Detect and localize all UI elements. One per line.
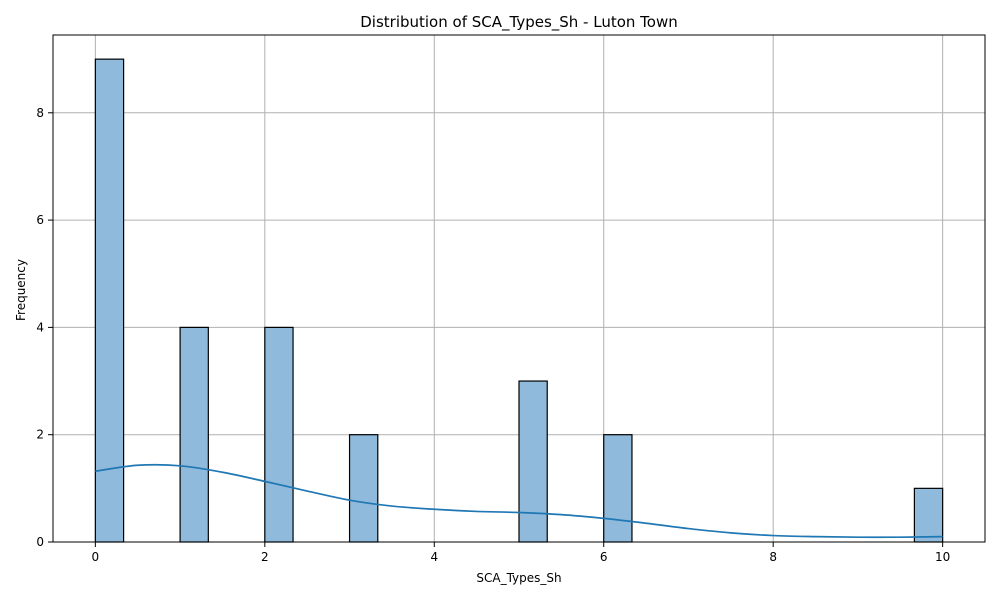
histogram-bar [603, 434, 633, 543]
histogram-bar [264, 326, 294, 543]
y-tick-label: 2 [36, 428, 44, 442]
x-tick-label: 2 [261, 550, 269, 564]
histogram-bar [913, 487, 944, 543]
bars [94, 58, 944, 543]
axis-ticks: 0 2 4 6 8 10 0 2 4 6 8 [36, 106, 950, 564]
y-tick-label: 8 [36, 106, 44, 120]
x-axis-label: SCA_Types_Sh [476, 571, 561, 585]
y-axis-label: Frequency [14, 259, 28, 321]
histogram-bar [94, 58, 125, 543]
x-tick-label: 4 [430, 550, 438, 564]
x-tick-label: 10 [935, 550, 950, 564]
y-tick-label: 0 [36, 535, 44, 549]
x-tick-label: 0 [92, 550, 100, 564]
x-tick-label: 8 [769, 550, 777, 564]
chart-title: Distribution of SCA_Types_Sh - Luton Tow… [360, 13, 678, 32]
x-tick-label: 6 [600, 550, 608, 564]
y-tick-label: 4 [36, 320, 44, 334]
histogram-bar [348, 434, 379, 543]
histogram-bar [179, 326, 209, 543]
histogram-bar [518, 380, 548, 543]
kde-curve [95, 463, 943, 539]
y-tick-label: 6 [36, 213, 44, 227]
plot-frame [52, 34, 986, 543]
